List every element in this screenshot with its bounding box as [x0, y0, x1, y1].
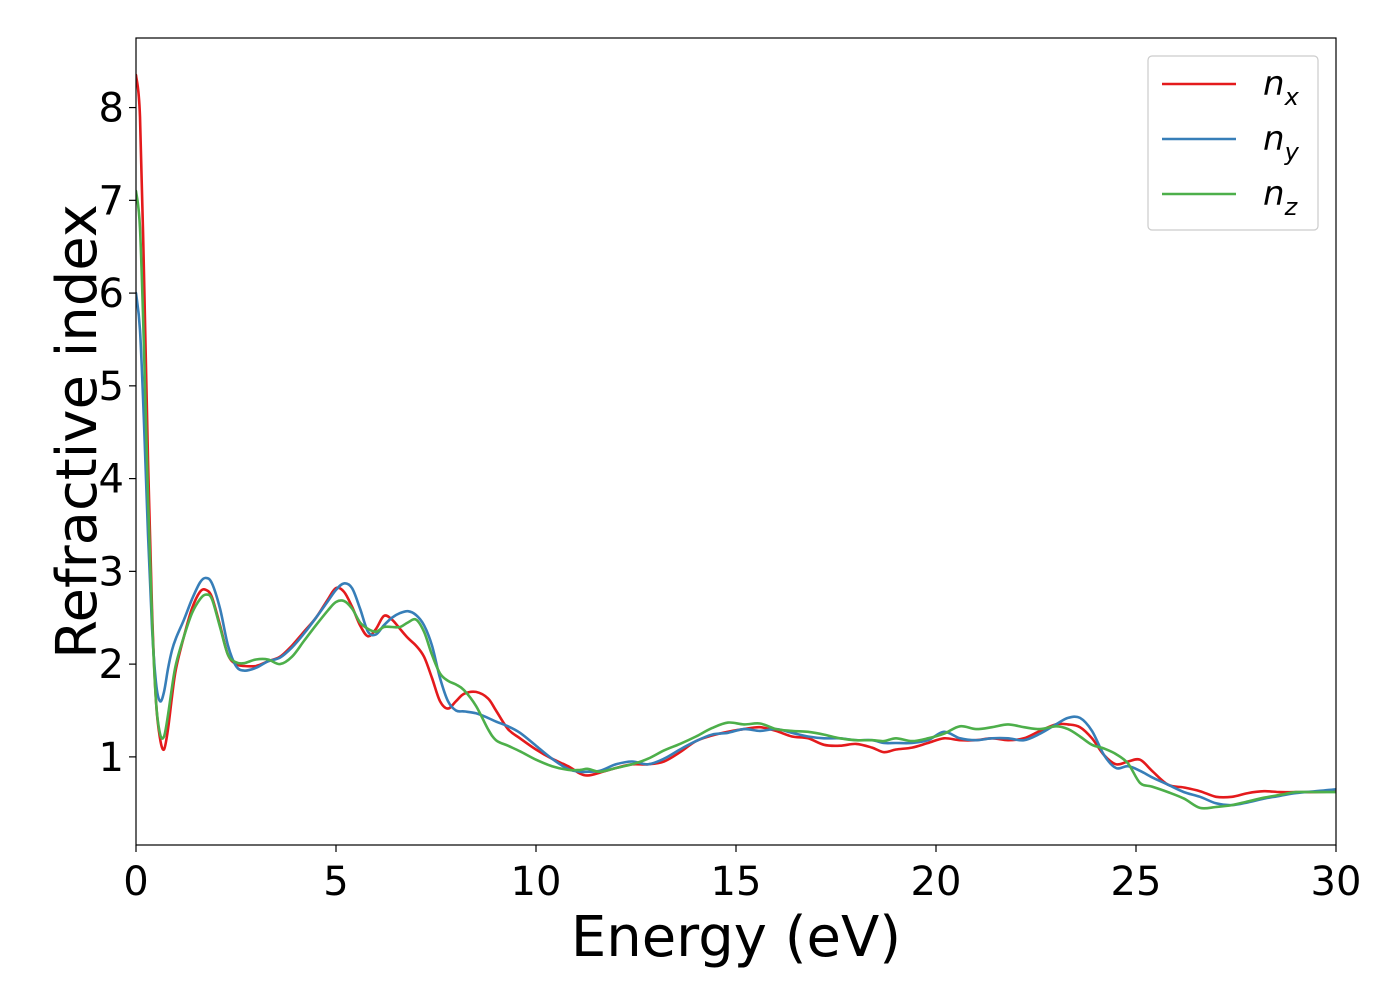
axis-ticks: 0 5 10 15 20 25 30 1 2 3 4 5 6 7 8: [99, 86, 1362, 905]
series-line-n-z: [136, 189, 1336, 810]
y-tick-label: 5: [99, 364, 124, 410]
x-tick-label: 10: [511, 859, 562, 905]
x-tick-label: 5: [323, 859, 348, 905]
legend-box: [1147, 55, 1319, 231]
x-tick-label: 15: [711, 859, 762, 905]
y-tick-label: 8: [99, 86, 124, 132]
legend-label-z: nz: [1263, 174, 1299, 221]
series-line-n-y: [136, 291, 1336, 807]
legend-label-x: nx: [1263, 64, 1300, 111]
y-tick-label: 4: [99, 457, 124, 503]
x-axis-label: Energy (eV): [571, 905, 901, 970]
legend: nx ny nz: [1147, 55, 1319, 231]
x-tick-label: 25: [1111, 859, 1162, 905]
x-tick-label: 0: [123, 859, 148, 905]
legend-label-y: ny: [1263, 119, 1300, 166]
y-tick-label: 1: [99, 735, 124, 781]
y-tick-label: 3: [99, 549, 124, 595]
x-tick-label: 30: [1311, 859, 1362, 905]
y-tick-label: 7: [99, 178, 124, 224]
y-tick-label: 6: [99, 271, 124, 317]
plot-area: [136, 73, 1336, 810]
x-tick-label: 20: [911, 859, 962, 905]
y-tick-label: 2: [99, 642, 124, 688]
y-axis-label: Refractive index: [45, 204, 110, 659]
